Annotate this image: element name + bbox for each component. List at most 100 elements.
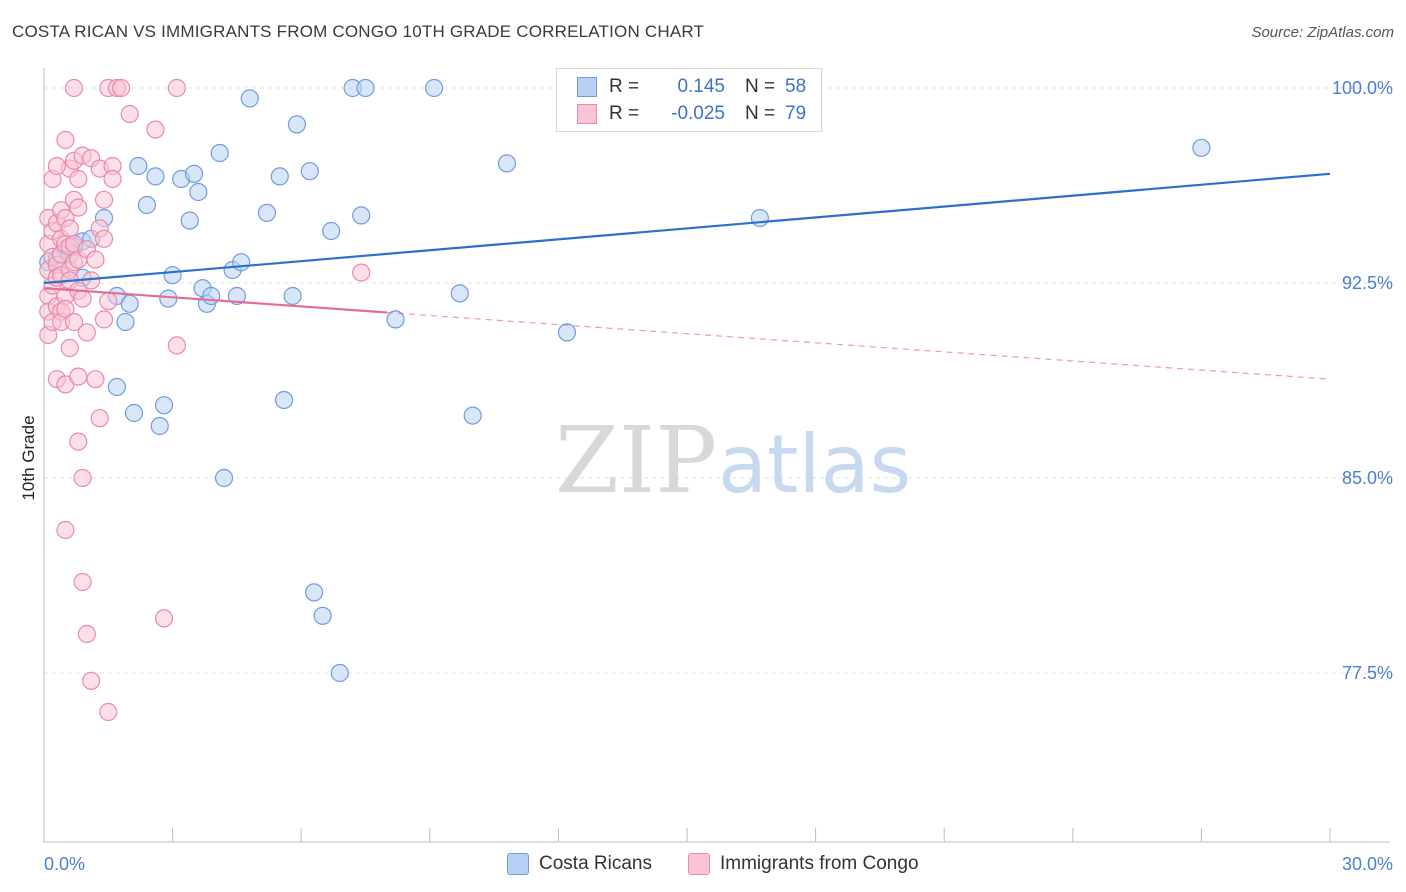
point-costa-ricans — [1192, 138, 1211, 157]
legend-n-label: N = — [745, 76, 776, 97]
point-costa-ricans — [313, 606, 332, 625]
point-congo — [94, 310, 114, 329]
point-congo — [73, 572, 92, 592]
bottom-legend-swatch-congo — [688, 853, 710, 875]
point-congo — [56, 299, 75, 319]
y-tick-label: 85.0% — [1342, 468, 1393, 488]
legend-n-value: 79 — [785, 103, 807, 124]
point-congo — [82, 671, 101, 690]
x-tick-labels: 0.0% 30.0% — [44, 854, 1393, 874]
legend-r-value: -0.025 — [671, 103, 725, 124]
point-costa-ricans — [356, 78, 375, 98]
bottom-legend-swatch-costa-ricans — [507, 853, 529, 875]
point-costa-ricans — [450, 284, 469, 303]
point-costa-ricans — [116, 312, 135, 332]
point-costa-ricans — [240, 89, 259, 108]
gridlines — [44, 87, 1390, 674]
legend-row-congo: R = -0.025 N = 79 — [577, 102, 806, 126]
point-costa-ricans — [463, 406, 482, 425]
x-tick-label: 30.0% — [1342, 854, 1393, 874]
legend-n-value: 58 — [785, 76, 807, 97]
point-costa-ricans — [424, 78, 444, 98]
correlation-legend: R = 0.145 N = 58 R = -0.025 N = 79 — [556, 68, 822, 132]
point-costa-ricans — [137, 195, 156, 215]
point-costa-ricans — [180, 211, 199, 230]
point-congo — [94, 229, 114, 248]
point-congo — [167, 336, 186, 355]
point-costa-ricans — [283, 286, 302, 306]
point-costa-ricans — [557, 323, 577, 342]
legend-r-label: R = — [609, 76, 640, 97]
point-costa-ricans — [202, 286, 221, 306]
point-congo — [146, 120, 165, 139]
point-congo — [90, 409, 109, 428]
point-congo — [154, 609, 174, 628]
point-congo — [56, 130, 75, 150]
legend-swatch-costa-ricans — [577, 77, 597, 97]
x-tick-label: 0.0% — [44, 854, 85, 874]
point-costa-ricans — [107, 377, 126, 397]
point-costa-ricans — [146, 167, 165, 186]
point-congo — [60, 338, 79, 358]
point-congo — [64, 78, 84, 98]
point-costa-ricans — [210, 143, 229, 163]
point-congo — [64, 312, 84, 332]
point-congo — [69, 169, 88, 189]
legend-row-costa-ricans: R = 0.145 N = 58 — [577, 75, 806, 99]
bottom-legend-label-congo: Immigrants from Congo — [720, 853, 919, 874]
watermark-atlas: atlas — [718, 418, 911, 511]
source-label: Source: ZipAtlas.com — [1251, 24, 1394, 41]
point-congo — [47, 156, 66, 176]
point-costa-ricans — [322, 221, 341, 241]
point-congo — [60, 219, 79, 238]
series-costa-ricans — [39, 78, 1211, 683]
point-costa-ricans — [232, 253, 251, 272]
point-costa-ricans — [214, 468, 234, 488]
point-costa-ricans — [300, 162, 319, 181]
point-congo — [73, 289, 92, 308]
point-costa-ricans — [150, 416, 169, 436]
point-congo — [86, 370, 105, 389]
point-costa-ricans — [120, 294, 139, 313]
point-congo — [112, 78, 131, 98]
point-costa-ricans — [270, 167, 289, 186]
point-costa-ricans — [330, 663, 349, 683]
point-costa-ricans — [129, 156, 148, 176]
point-costa-ricans — [274, 390, 294, 410]
point-congo — [352, 263, 371, 282]
bottom-legend-costa-ricans: Costa Ricans — [507, 850, 652, 878]
point-congo — [86, 250, 105, 269]
watermark: ZIP atlas — [555, 407, 911, 514]
point-congo — [56, 520, 75, 540]
watermark-zip: ZIP — [555, 407, 717, 514]
bottom-legend-label-costa-ricans: Costa Ricans — [539, 853, 652, 874]
point-congo — [77, 323, 96, 342]
point-congo — [103, 169, 122, 189]
legend-swatch-congo — [577, 104, 597, 124]
point-congo — [77, 624, 96, 644]
point-congo — [69, 432, 88, 451]
point-costa-ricans — [159, 289, 178, 308]
trend-line-congo-dashed — [386, 311, 1331, 380]
point-costa-ricans — [386, 310, 405, 329]
point-congo — [94, 190, 114, 209]
y-tick-label: 92.5% — [1342, 273, 1393, 293]
point-costa-ricans — [154, 396, 174, 415]
point-costa-ricans — [124, 403, 144, 423]
point-costa-ricans — [257, 203, 277, 222]
point-costa-ricans — [227, 286, 246, 306]
legend-r-value: 0.145 — [677, 76, 725, 97]
point-congo — [99, 702, 118, 722]
chart-title: COSTA RICAN VS IMMIGRANTS FROM CONGO 10T… — [12, 22, 705, 41]
trend-line-congo-solid — [43, 287, 388, 314]
bottom-legend-congo: Immigrants from Congo — [688, 850, 919, 878]
point-congo — [69, 367, 88, 386]
axes — [43, 68, 1390, 843]
point-costa-ricans — [184, 164, 204, 183]
y-tick-label: 100.0% — [1332, 78, 1393, 98]
series-congo — [39, 78, 371, 722]
point-congo — [120, 104, 139, 124]
point-congo — [73, 468, 92, 488]
point-costa-ricans — [352, 206, 371, 225]
